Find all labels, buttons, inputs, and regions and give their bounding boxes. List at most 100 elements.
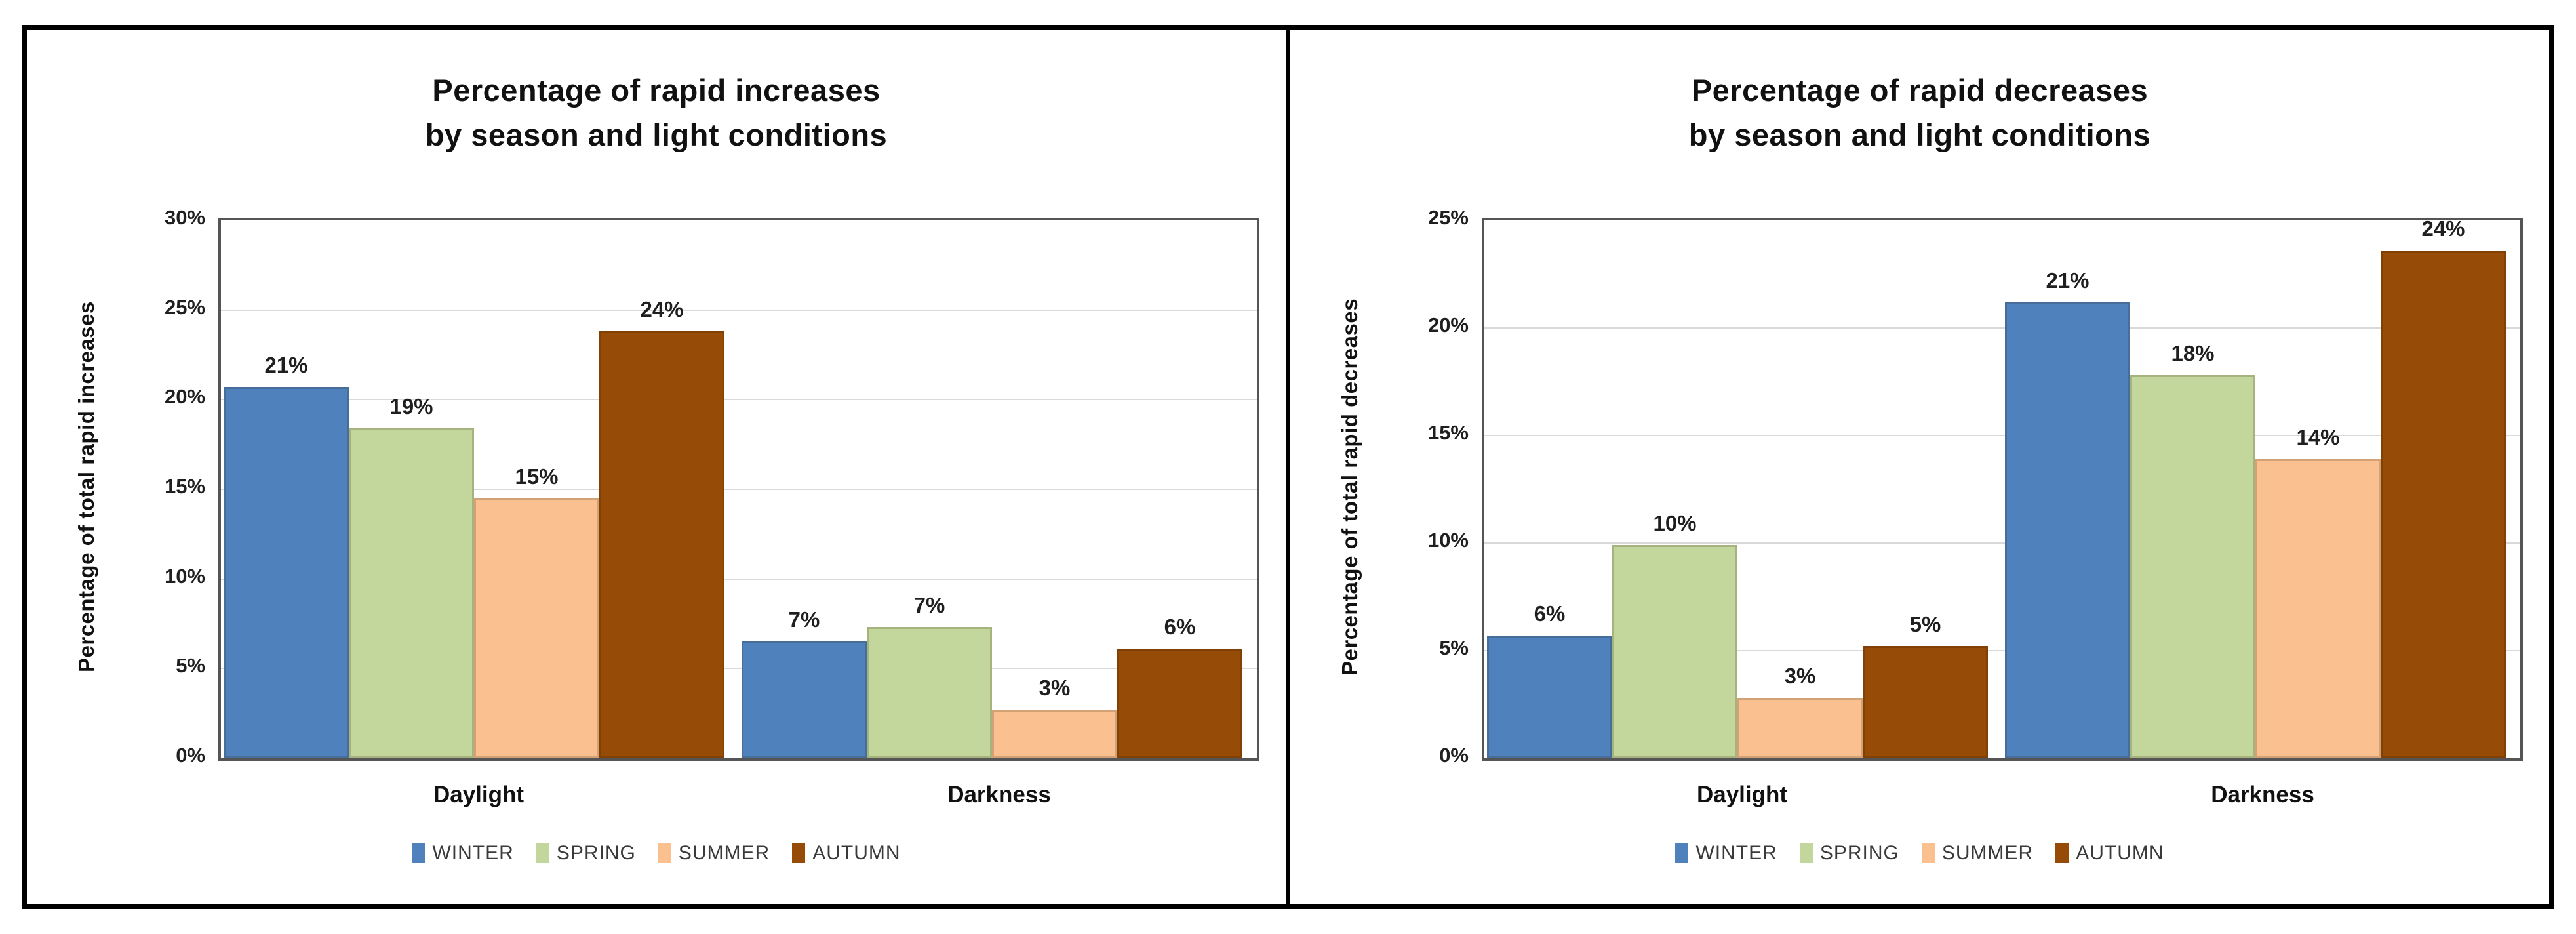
category-label-daylight: Daylight (433, 782, 525, 807)
data-label: 6% (1534, 601, 1566, 626)
data-label: 21% (264, 353, 308, 378)
bar-spring-daylight: 10% (1612, 511, 1737, 758)
bar-spring-darkness: 7% (867, 593, 992, 758)
legend-swatch-icon (2055, 843, 2069, 863)
gridline (1484, 650, 2520, 651)
gridline (221, 309, 1257, 311)
legend-item-autumn: AUTUMN (2055, 842, 2164, 864)
chart-title-line: Percentage of rapid decreases (1691, 73, 2149, 108)
chart-title-line: Percentage of rapid increases (432, 73, 881, 108)
data-label: 24% (2421, 216, 2465, 241)
y-axis-tick-label: 25% (164, 295, 205, 319)
bars-layer: 6% 10% 3% 5% 21% 18% 14% 24% (1484, 216, 2520, 758)
chart-panel-decreases: Percentage of rapid decreases by season a… (1290, 30, 2549, 904)
legend-label: SPRING (1819, 842, 1899, 864)
legend-item-summer: SUMMER (1921, 842, 2034, 864)
data-label: 7% (913, 593, 945, 618)
bar-autumn-daylight: 24% (599, 297, 724, 758)
legend-label: SPRING (556, 842, 636, 864)
gridline (1484, 435, 2520, 436)
legend-label: SUMMER (1941, 842, 2034, 864)
bar-winter-daylight: 21% (224, 353, 349, 758)
category-group-darkness: 7% 7% 3% 6% (739, 220, 1257, 758)
data-label: 18% (2171, 341, 2215, 366)
legend-item-spring: SPRING (1799, 842, 1899, 864)
legend-item-autumn: AUTUMN (792, 842, 900, 864)
gridline (221, 399, 1257, 401)
y-axis-tick-label: 5% (176, 654, 205, 678)
bar-summer-darkness: 14% (2255, 425, 2381, 758)
bar-winter-darkness: 21% (2005, 268, 2130, 758)
bar-spring-darkness: 18% (2130, 341, 2255, 758)
gridline (221, 578, 1257, 580)
plot-area: 21% 19% 15% 24% 7% 7% 3% 6% (218, 218, 1259, 761)
data-label: 15% (515, 464, 559, 489)
legend-label: AUTUMN (2076, 842, 2164, 864)
bar-summer-darkness: 3% (992, 676, 1117, 758)
data-label: 19% (389, 394, 433, 419)
legend-label: WINTER (432, 842, 514, 864)
data-label: 24% (640, 297, 684, 322)
legend-label: SUMMER (678, 842, 770, 864)
y-axis-tick-label: 20% (164, 385, 205, 409)
legend-item-winter: WINTER (1675, 842, 1777, 864)
chart-panel-increases: Percentage of rapid increases by season a… (27, 30, 1286, 904)
plot-area: 6% 10% 3% 5% 21% 18% 14% 24% (1482, 216, 2523, 761)
bar-summer-daylight: 15% (474, 464, 599, 758)
bar-winter-darkness: 7% (742, 607, 867, 758)
category-label-daylight: Daylight (1696, 782, 1788, 807)
legend-label: WINTER (1695, 842, 1777, 864)
category-group-daylight: 6% 10% 3% 5% (1484, 220, 2002, 758)
bars-layer: 21% 19% 15% 24% 7% 7% 3% 6% (221, 220, 1257, 758)
y-axis-tick-label: 0% (176, 744, 205, 767)
bar-winter-daylight: 6% (1487, 601, 1612, 758)
category-group-darkness: 21% 18% 14% 24% (2002, 216, 2520, 758)
bar-autumn-daylight: 5% (1863, 612, 1988, 758)
bar-summer-daylight: 3% (1737, 664, 1863, 758)
y-axis-tick-label: 5% (1439, 636, 1469, 659)
gridline (1484, 327, 2520, 329)
category-label-darkness: Darkness (2211, 782, 2314, 807)
legend-item-summer: SUMMER (658, 842, 770, 864)
legend-swatch-icon (792, 843, 806, 863)
y-axis-tick-label: 10% (1427, 529, 1469, 552)
category-axis: Daylight Darkness (1482, 782, 2523, 808)
y-axis-tick-label: 20% (1427, 314, 1469, 336)
legend-swatch-icon (1675, 843, 1689, 863)
category-label-darkness: Darkness (947, 782, 1051, 807)
chart-title: Percentage of rapid increases by season a… (27, 68, 1286, 157)
data-label: 21% (2046, 268, 2090, 293)
chart-title-line: by season and light conditions (425, 117, 888, 152)
legend-swatch-icon (536, 843, 549, 863)
y-axis-tick-label: 10% (164, 564, 205, 588)
legend-item-spring: SPRING (536, 842, 636, 864)
legend: WINTER SPRING SUMMER AUTUMN (27, 842, 1286, 864)
data-label: 3% (1039, 676, 1071, 700)
y-axis-title: Percentage of total rapid decreases (1338, 298, 1362, 676)
category-group-daylight: 21% 19% 15% 24% (221, 220, 739, 758)
category-axis: Daylight Darkness (218, 782, 1259, 808)
bar-spring-daylight: 19% (349, 394, 474, 758)
legend-label: AUTUMN (812, 842, 901, 864)
legend-item-winter: WINTER (412, 842, 513, 864)
data-label: 7% (788, 607, 820, 632)
y-axis-tick-label: 25% (1427, 206, 1469, 229)
gridline (1484, 542, 2520, 544)
data-label: 5% (1909, 612, 1941, 637)
chart-title-line: by season and light conditions (1688, 117, 2151, 152)
bar-autumn-darkness: 24% (2381, 216, 2506, 758)
legend-swatch-icon (1921, 843, 1935, 863)
y-axis-tick-label: 0% (1439, 744, 1469, 767)
data-label: 3% (1784, 664, 1816, 689)
legend: WINTER SPRING SUMMER AUTUMN (1290, 842, 2549, 864)
legend-swatch-icon (658, 843, 671, 863)
legend-swatch-icon (1799, 843, 1813, 863)
gridline (221, 668, 1257, 670)
y-axis-tick-label: 15% (1427, 421, 1469, 444)
gridline (221, 489, 1257, 490)
chart-title: Percentage of rapid decreases by season a… (1290, 68, 2549, 157)
panel-divider (1286, 30, 1290, 904)
data-label: 14% (2296, 425, 2340, 450)
data-label: 6% (1164, 615, 1196, 640)
